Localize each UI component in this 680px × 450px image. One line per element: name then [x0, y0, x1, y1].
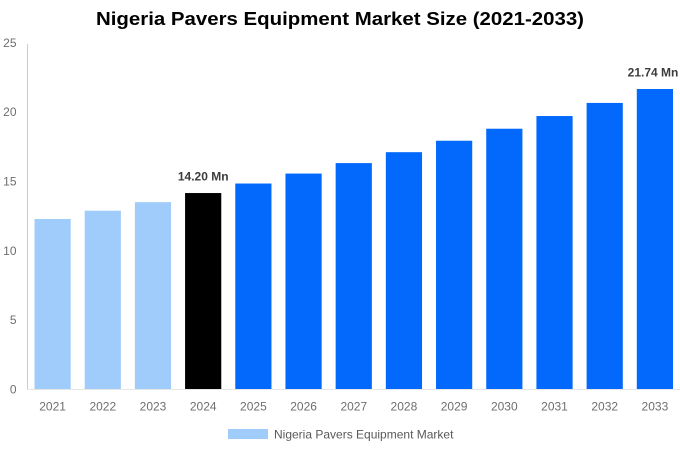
svg-text:2033: 2033: [642, 399, 669, 413]
svg-text:2021: 2021: [39, 399, 66, 413]
svg-text:5: 5: [10, 313, 17, 327]
svg-text:20: 20: [3, 105, 17, 119]
svg-text:2025: 2025: [240, 399, 267, 413]
svg-text:2024: 2024: [190, 399, 217, 413]
svg-text:2032: 2032: [591, 399, 618, 413]
svg-text:15: 15: [3, 175, 17, 189]
svg-text:2022: 2022: [89, 399, 116, 413]
svg-text:25: 25: [3, 36, 17, 50]
svg-text:2028: 2028: [391, 399, 418, 413]
svg-text:Nigeria Pavers Equipment Marke: Nigeria Pavers Equipment Market: [274, 428, 454, 442]
svg-text:21.74 Mn: 21.74 Mn: [628, 66, 679, 80]
svg-text:Nigeria Pavers Equipment Marke: Nigeria Pavers Equipment Market Size (20…: [96, 9, 584, 29]
svg-text:10: 10: [3, 244, 17, 258]
svg-text:0: 0: [10, 382, 17, 396]
svg-text:2029: 2029: [441, 399, 468, 413]
svg-text:2026: 2026: [290, 399, 317, 413]
svg-text:2030: 2030: [491, 399, 518, 413]
svg-text:14.20 Mn: 14.20 Mn: [178, 170, 229, 184]
svg-text:2031: 2031: [541, 399, 568, 413]
svg-text:2027: 2027: [340, 399, 367, 413]
svg-text:2023: 2023: [140, 399, 167, 413]
